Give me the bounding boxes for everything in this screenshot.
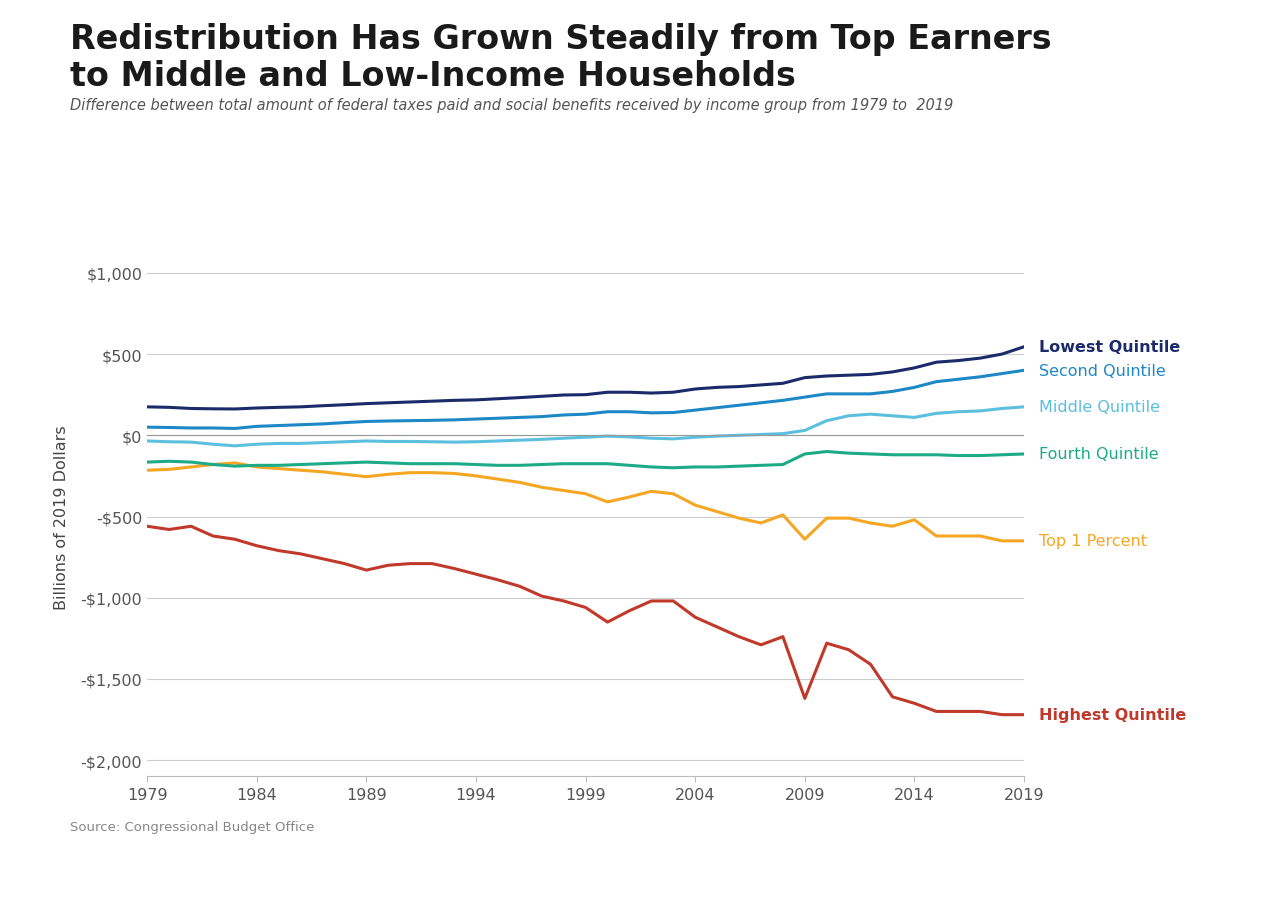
Text: TAX FOUNDATION: TAX FOUNDATION [28,879,221,897]
Text: Second Quintile: Second Quintile [1039,363,1166,379]
Text: to Middle and Low-Income Households: to Middle and Low-Income Households [70,60,796,93]
Text: Middle Quintile: Middle Quintile [1039,400,1161,414]
Text: Difference between total amount of federal taxes paid and social benefits receiv: Difference between total amount of feder… [70,98,954,113]
Text: @TaxFoundation: @TaxFoundation [1103,879,1252,897]
Text: Top 1 Percent: Top 1 Percent [1039,534,1147,549]
Text: Redistribution Has Grown Steadily from Top Earners: Redistribution Has Grown Steadily from T… [70,23,1052,56]
Text: Fourth Quintile: Fourth Quintile [1039,447,1158,462]
Y-axis label: Billions of 2019 Dollars: Billions of 2019 Dollars [55,425,69,609]
Text: Highest Quintile: Highest Quintile [1039,708,1187,722]
Text: Lowest Quintile: Lowest Quintile [1039,340,1180,355]
Text: Source: Congressional Budget Office: Source: Congressional Budget Office [70,820,315,833]
